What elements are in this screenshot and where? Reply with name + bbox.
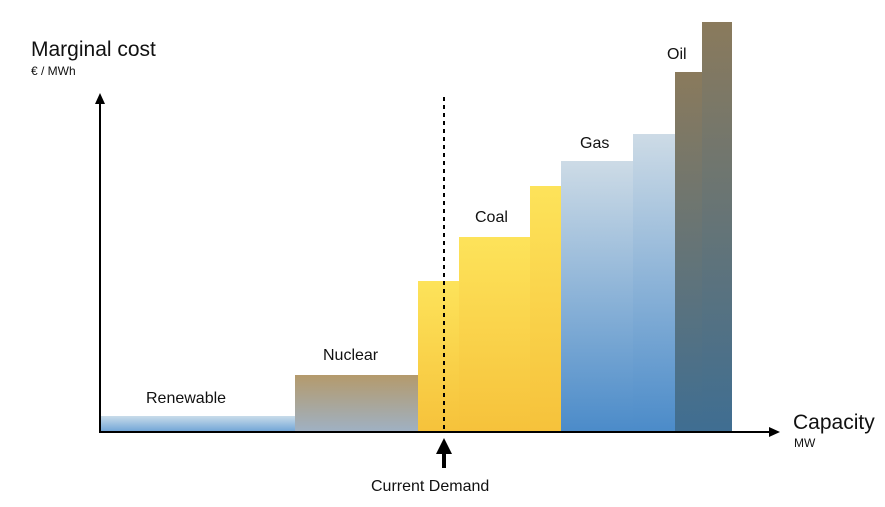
coal-step-3 <box>530 186 561 432</box>
y-axis-arrowhead <box>95 93 105 104</box>
renewable-label: Renewable <box>146 390 226 407</box>
nuclear-label: Nuclear <box>323 347 379 364</box>
gas-label: Gas <box>580 135 609 152</box>
x-axis-unit: MW <box>794 436 816 450</box>
x-axis-arrowhead <box>769 427 780 437</box>
y-axis-unit: € / MWh <box>31 64 76 78</box>
x-axis-title: Capacity <box>793 411 875 434</box>
renewable-block <box>100 416 295 432</box>
y-axis-title: Marginal cost <box>31 38 156 61</box>
oil-label: Oil <box>667 46 687 63</box>
nuclear-block <box>295 375 418 432</box>
oil-step-2 <box>702 22 732 432</box>
gas-step-1 <box>561 161 634 432</box>
coal-step-1 <box>418 281 460 432</box>
oil-step-1 <box>675 72 703 432</box>
gas-step-2 <box>633 134 675 432</box>
coal-label: Coal <box>475 209 508 226</box>
demand-label: Current Demand <box>371 478 489 495</box>
demand-arrow-icon <box>436 438 452 454</box>
coal-step-2 <box>459 237 531 432</box>
